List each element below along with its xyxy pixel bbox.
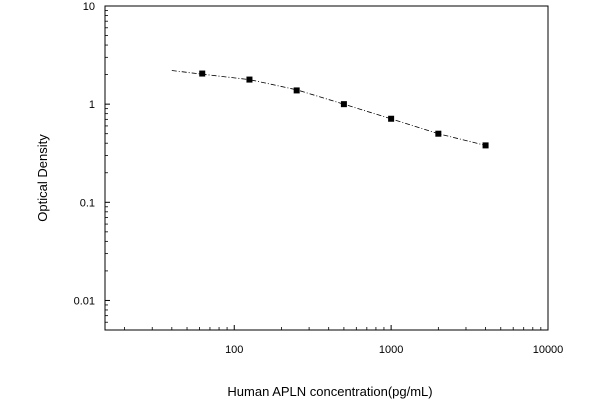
data-point: [388, 115, 395, 122]
data-point: [435, 130, 442, 137]
data-point: [340, 101, 347, 108]
fit-curve: [171, 70, 486, 146]
axes: [104, 5, 549, 331]
x-tick-label: 10000: [533, 344, 564, 356]
x-axis-label: Human APLN concentration(pg/mL): [227, 384, 432, 399]
y-tick-label: 0.1: [80, 197, 95, 209]
ticks: 10 1 0.1 0.01 100 1000 10000: [74, 1, 564, 356]
x-tick-label: 1000: [379, 344, 403, 356]
x-tick-label: 100: [225, 344, 243, 356]
y-tick-label: 0.01: [74, 295, 95, 307]
y-tick-label: 1: [89, 99, 95, 111]
y-tick-label: 10: [83, 1, 95, 13]
data-point: [293, 87, 300, 94]
data-points: [199, 70, 489, 149]
data-point: [199, 70, 206, 77]
y-axis-label: Optical Density: [35, 134, 50, 222]
plot-frame: [104, 5, 549, 331]
data-point: [482, 142, 489, 149]
data-point: [246, 76, 253, 83]
